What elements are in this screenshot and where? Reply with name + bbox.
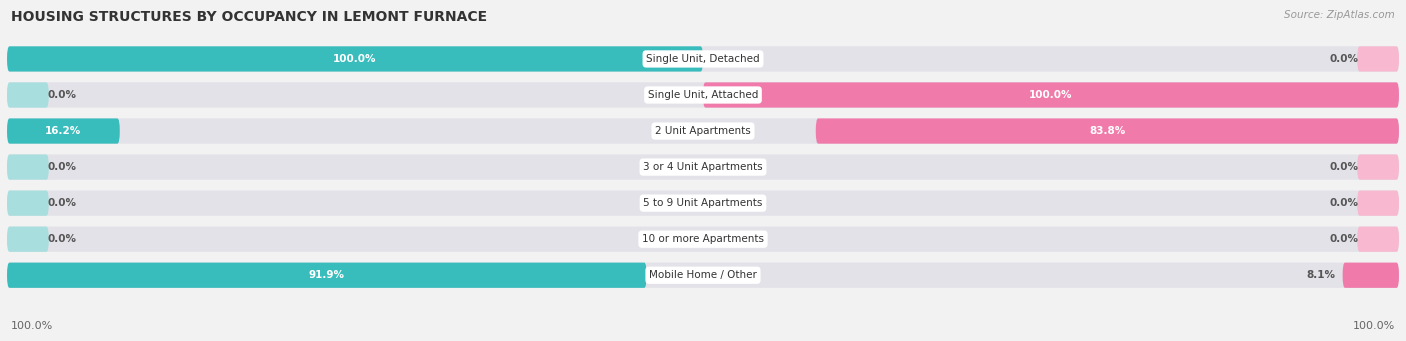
FancyBboxPatch shape <box>1357 46 1399 72</box>
Text: 3 or 4 Unit Apartments: 3 or 4 Unit Apartments <box>643 162 763 172</box>
FancyBboxPatch shape <box>7 226 1399 252</box>
FancyBboxPatch shape <box>7 46 703 72</box>
Text: 100.0%: 100.0% <box>1029 90 1073 100</box>
Text: Source: ZipAtlas.com: Source: ZipAtlas.com <box>1284 10 1395 20</box>
Text: 10 or more Apartments: 10 or more Apartments <box>643 234 763 244</box>
FancyBboxPatch shape <box>7 83 1399 108</box>
Text: 83.8%: 83.8% <box>1090 126 1125 136</box>
Text: 91.9%: 91.9% <box>309 270 344 280</box>
Text: 8.1%: 8.1% <box>1306 270 1336 280</box>
Text: 2 Unit Apartments: 2 Unit Apartments <box>655 126 751 136</box>
FancyBboxPatch shape <box>7 118 120 144</box>
Text: 0.0%: 0.0% <box>48 198 77 208</box>
Text: HOUSING STRUCTURES BY OCCUPANCY IN LEMONT FURNACE: HOUSING STRUCTURES BY OCCUPANCY IN LEMON… <box>11 10 488 24</box>
Text: 0.0%: 0.0% <box>1330 198 1358 208</box>
FancyBboxPatch shape <box>815 118 1399 144</box>
Text: 100.0%: 100.0% <box>1353 321 1395 331</box>
FancyBboxPatch shape <box>7 191 1399 216</box>
Text: 16.2%: 16.2% <box>45 126 82 136</box>
Text: 0.0%: 0.0% <box>48 234 77 244</box>
Text: Mobile Home / Other: Mobile Home / Other <box>650 270 756 280</box>
FancyBboxPatch shape <box>1357 226 1399 252</box>
FancyBboxPatch shape <box>7 154 49 180</box>
FancyBboxPatch shape <box>703 83 1399 108</box>
FancyBboxPatch shape <box>7 263 1399 288</box>
FancyBboxPatch shape <box>7 263 647 288</box>
Text: 0.0%: 0.0% <box>48 162 77 172</box>
Text: 0.0%: 0.0% <box>48 90 77 100</box>
Text: Single Unit, Detached: Single Unit, Detached <box>647 54 759 64</box>
Legend: Owner-occupied, Renter-occupied: Owner-occupied, Renter-occupied <box>586 339 820 341</box>
Text: 100.0%: 100.0% <box>333 54 377 64</box>
FancyBboxPatch shape <box>7 226 49 252</box>
FancyBboxPatch shape <box>1357 191 1399 216</box>
FancyBboxPatch shape <box>7 46 1399 72</box>
Text: 0.0%: 0.0% <box>1330 162 1358 172</box>
FancyBboxPatch shape <box>7 83 49 108</box>
FancyBboxPatch shape <box>7 191 49 216</box>
FancyBboxPatch shape <box>7 118 1399 144</box>
Text: 100.0%: 100.0% <box>11 321 53 331</box>
Text: 0.0%: 0.0% <box>1330 234 1358 244</box>
FancyBboxPatch shape <box>7 154 1399 180</box>
Text: 5 to 9 Unit Apartments: 5 to 9 Unit Apartments <box>644 198 762 208</box>
FancyBboxPatch shape <box>1357 154 1399 180</box>
FancyBboxPatch shape <box>1343 263 1399 288</box>
Text: Single Unit, Attached: Single Unit, Attached <box>648 90 758 100</box>
Text: 0.0%: 0.0% <box>1330 54 1358 64</box>
